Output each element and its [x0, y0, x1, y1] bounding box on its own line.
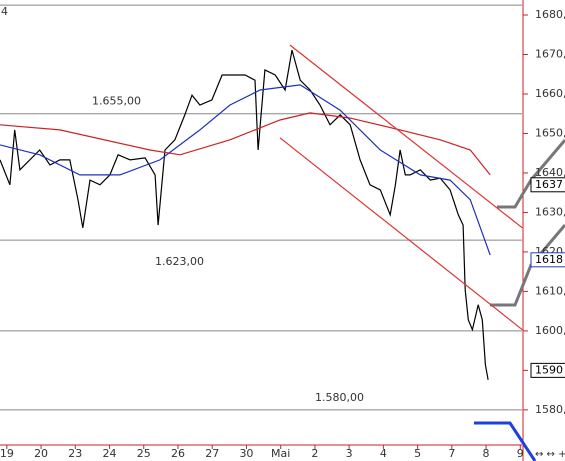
y-tick-label: 1640,00: [535, 166, 565, 179]
x-tick-label: 9: [517, 447, 524, 460]
x-tick-label: 19: [0, 447, 14, 460]
y-tick-label: 1600,00: [535, 324, 565, 337]
price-tag-label: 1637: [535, 178, 563, 191]
indicator-decor: [474, 421, 537, 461]
x-tick-label: 7: [448, 447, 455, 460]
series-line: [279, 137, 523, 331]
series-line: [0, 112, 491, 176]
price-tag-label: 1618: [535, 253, 563, 266]
x-tick-label: 3: [346, 447, 353, 460]
y-tick-label: 1660,00: [535, 87, 565, 100]
x-tick-label: 23: [68, 447, 82, 460]
y-tick-label: 1610,00: [535, 284, 565, 297]
series-line: [289, 44, 523, 229]
x-tick-label: 24: [103, 447, 117, 460]
level-label: 1.580,00: [315, 391, 364, 404]
indicator-decor: [490, 224, 565, 307]
price-tag: [530, 362, 565, 378]
x-tick-label: 25: [137, 447, 151, 460]
y-tick-label: 1650,00: [535, 126, 565, 139]
y-tick-label: 1670,00: [535, 47, 565, 60]
level-label: 1.623,00: [155, 255, 204, 268]
x-tick-label: 4: [380, 447, 387, 460]
price-tag-label: 1590: [535, 363, 563, 376]
x-tick-label: 26: [171, 447, 185, 460]
x-tick-label: 30: [239, 447, 253, 460]
indicator-decor: [497, 139, 565, 209]
x-tick-label: 2: [311, 447, 318, 460]
corner-label: 4: [1, 5, 8, 18]
x-tick-label: 27: [205, 447, 219, 460]
x-tick-label: 20: [34, 447, 48, 460]
y-tick-label: 1680,00: [535, 8, 565, 21]
x-tick-label: Mai: [271, 447, 290, 460]
level-label: 1.655,00: [92, 95, 141, 108]
x-tick-label: 8: [483, 447, 490, 460]
y-tick-label: 1630,00: [535, 205, 565, 218]
price-tag: [530, 252, 565, 268]
y-tick-label: 1580,00: [535, 403, 565, 416]
series-line: [0, 49, 489, 380]
x-tick-label: 5: [414, 447, 421, 460]
series-line: [0, 84, 491, 256]
scroll-icons[interactable]: ↔ ↔ +: [535, 449, 565, 460]
price-tag: [530, 177, 565, 193]
